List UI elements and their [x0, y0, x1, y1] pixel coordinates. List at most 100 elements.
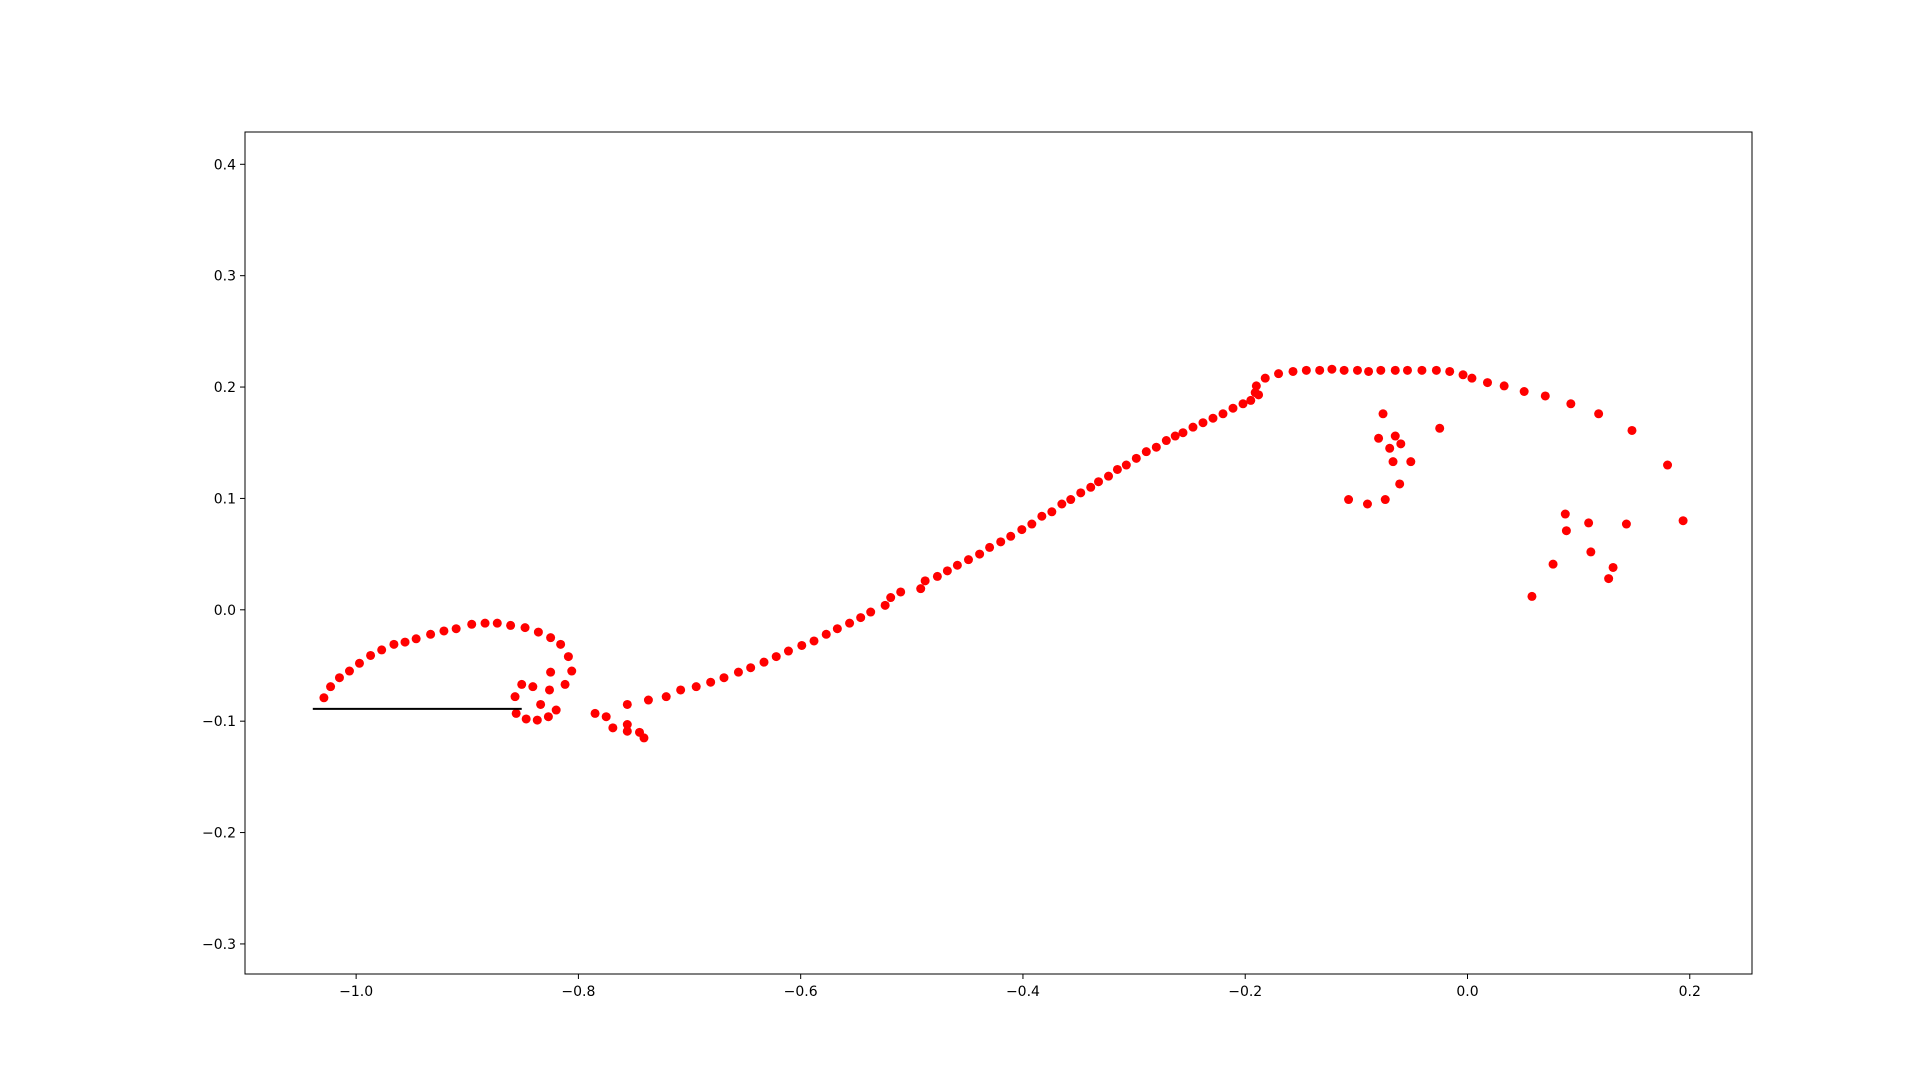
scatter-point: [845, 618, 855, 628]
scatter-point: [1141, 447, 1151, 457]
scatter-point: [661, 692, 671, 702]
scatter-point: [985, 542, 995, 552]
scatter-point: [1608, 562, 1618, 572]
y-tick-label: 0.0: [214, 603, 236, 619]
scatter-point: [1218, 409, 1228, 419]
scatter-point: [532, 715, 542, 725]
scatter-point: [1417, 365, 1427, 375]
scatter-point: [1057, 499, 1067, 509]
scatter-point: [1094, 477, 1104, 487]
scatter-point: [1339, 365, 1349, 375]
y-tick-label: −0.3: [202, 937, 236, 953]
scatter-point: [996, 537, 1006, 547]
scatter-point: [520, 623, 530, 633]
scatter-point: [1301, 365, 1311, 375]
scatter-point: [1374, 433, 1384, 443]
x-tick-label: 0.2: [1679, 984, 1701, 1000]
scatter-point: [426, 629, 436, 639]
scatter-point: [1170, 431, 1180, 441]
y-tick-label: 0.2: [214, 380, 236, 396]
scatter-point: [1390, 365, 1400, 375]
scatter-point: [1378, 409, 1388, 419]
scatter-point: [643, 695, 653, 705]
scatter-point: [1561, 526, 1571, 536]
scatter-point: [916, 584, 926, 594]
scatter-point: [1104, 471, 1114, 481]
scatter-point: [1112, 464, 1122, 474]
scatter-point: [1251, 381, 1261, 391]
x-tick-label: −0.2: [1228, 984, 1262, 1000]
scatter-point: [866, 607, 876, 617]
scatter-point: [880, 600, 890, 610]
scatter-point: [366, 650, 376, 660]
scatter-point: [1445, 366, 1455, 376]
scatter-point: [676, 685, 686, 695]
scatter-point: [1627, 425, 1637, 435]
scatter-point: [334, 673, 344, 683]
scatter-point: [521, 714, 531, 724]
scatter-point: [563, 652, 573, 662]
scatter-point: [886, 593, 896, 603]
scatter-point: [377, 645, 387, 655]
scatter-point: [533, 627, 543, 637]
scatter-point: [567, 666, 577, 676]
y-tick-label: 0.4: [214, 157, 236, 173]
scatter-point: [622, 699, 632, 709]
scatter-point: [536, 699, 546, 709]
scatter-point: [1027, 519, 1037, 529]
scatter-point: [590, 708, 600, 718]
scatter-point: [832, 624, 842, 634]
x-tick-label: −0.8: [561, 984, 595, 1000]
scatter-point: [1047, 507, 1057, 517]
scatter-point: [543, 712, 553, 722]
scatter-point: [1499, 381, 1509, 391]
scatter-point: [1388, 457, 1398, 467]
scatter-point: [1238, 399, 1248, 409]
scatter-point: [400, 637, 410, 647]
scatter-point: [1254, 390, 1264, 400]
scatter-point: [1396, 439, 1406, 449]
x-tick-label: −0.4: [1006, 984, 1040, 1000]
scatter-point: [1362, 499, 1372, 509]
scatter-point: [608, 723, 618, 733]
scatter-point: [1621, 519, 1631, 529]
scatter-point: [1678, 516, 1688, 526]
scatter-point: [1519, 387, 1529, 397]
scatter-point: [354, 658, 364, 668]
scatter-point: [1037, 511, 1047, 521]
scatter-point: [942, 566, 952, 576]
scatter-point: [326, 682, 336, 692]
scatter-point: [556, 639, 566, 649]
scatter-point: [1540, 391, 1550, 401]
scatter-point: [1274, 369, 1284, 379]
scatter-point: [1406, 457, 1416, 467]
scatter-point: [546, 633, 556, 643]
scatter-point: [1376, 365, 1386, 375]
scatter-point: [783, 646, 793, 656]
scatter-point: [528, 682, 538, 692]
scatter-point: [1663, 460, 1673, 470]
scatter-point: [545, 685, 555, 695]
scatter-point: [771, 652, 781, 662]
scatter-point: [1604, 574, 1614, 584]
scatter-point: [511, 708, 521, 718]
scatter-point: [1435, 423, 1445, 433]
scatter-point: [1198, 418, 1208, 428]
scatter-point: [560, 679, 570, 689]
scatter-point: [706, 677, 716, 687]
scatter-point: [344, 666, 354, 676]
scatter-point: [1584, 518, 1594, 528]
scatter-point: [1178, 428, 1188, 438]
scatter-point: [746, 663, 756, 673]
scatter-point: [517, 679, 527, 689]
scatter-point: [1327, 364, 1337, 374]
scatter-point: [1288, 366, 1298, 376]
scatter-point: [1566, 399, 1576, 409]
scatter-point: [1385, 443, 1395, 453]
x-tick-label: −1.0: [339, 984, 373, 1000]
scatter-point: [622, 726, 632, 736]
scatter-point: [1482, 378, 1492, 388]
scatter-point: [1402, 365, 1412, 375]
